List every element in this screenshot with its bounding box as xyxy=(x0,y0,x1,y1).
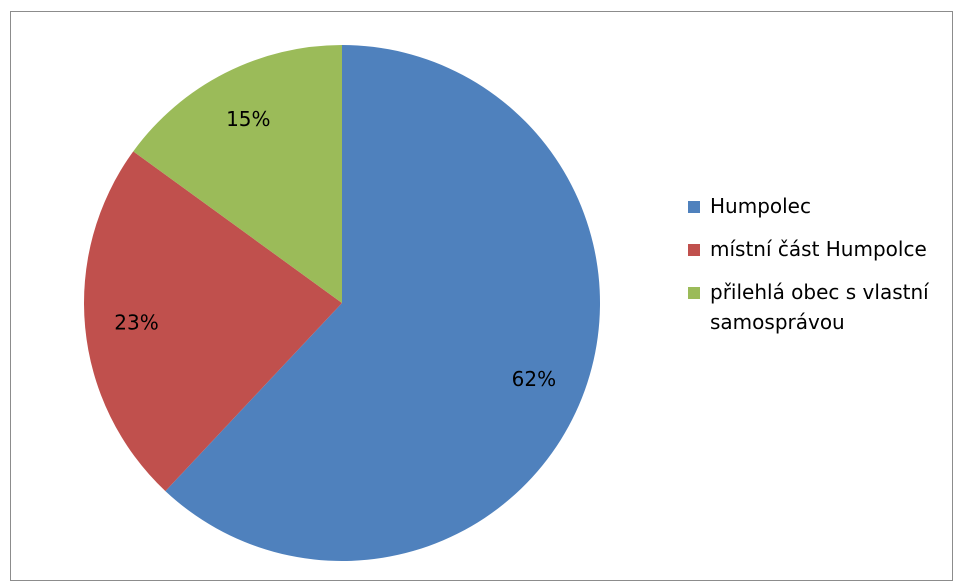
data-label-prilehla-obec: 15% xyxy=(226,107,270,131)
pie-slice-prilehla-obec xyxy=(133,44,342,303)
legend-label: přilehlá obec s vlastní samosprávou xyxy=(710,280,929,334)
legend-swatch-prilehla-obec xyxy=(688,287,700,299)
data-label-humpolec: 62% xyxy=(512,367,556,391)
legend-swatch-humpolec xyxy=(688,201,700,213)
pie-data-labels: 62% 23% 15% xyxy=(114,107,556,391)
legend-item-humpolec: Humpolec xyxy=(688,191,953,221)
legend-swatch-mistni-cast xyxy=(688,244,700,256)
pie-slice-humpolec xyxy=(165,45,601,561)
legend-label: místní část Humpolce xyxy=(710,237,927,261)
legend-item-mistni-cast: místní část Humpolce xyxy=(688,234,953,264)
legend-label: Humpolec xyxy=(710,194,811,218)
legend: Humpolec místní část Humpolce přilehlá o… xyxy=(688,191,953,337)
pie-slice-mistni-cast xyxy=(84,151,343,492)
legend-item-prilehla-obec: přilehlá obec s vlastní samosprávou xyxy=(688,277,953,337)
data-label-mistni-cast: 23% xyxy=(114,310,158,334)
pie-slices xyxy=(84,44,601,561)
